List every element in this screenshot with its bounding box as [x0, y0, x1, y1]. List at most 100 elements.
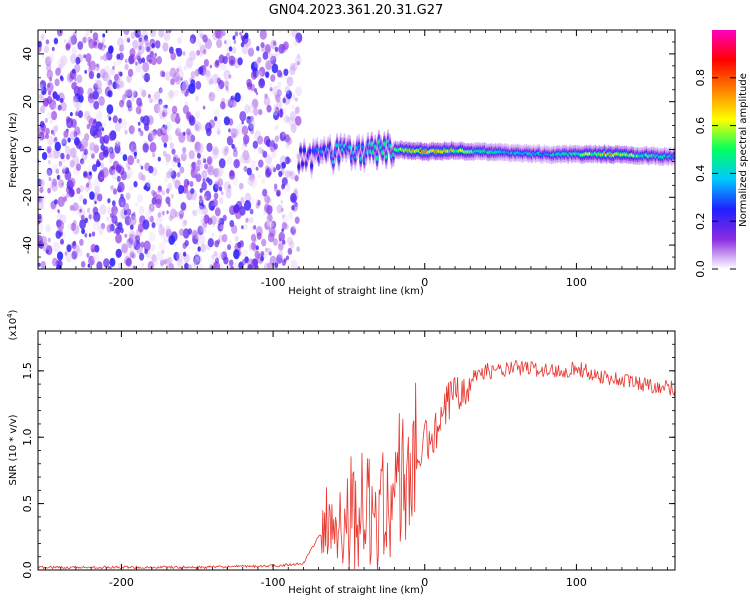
noise-blob	[84, 233, 88, 238]
noise-blob	[126, 89, 132, 97]
noise-blob	[271, 63, 279, 74]
noise-blob	[265, 71, 270, 78]
noise-blob	[46, 145, 52, 154]
noise-blob	[243, 134, 250, 145]
noise-blob	[125, 192, 131, 200]
noise-blob	[92, 220, 100, 231]
noise-blob	[42, 54, 45, 59]
noise-blob	[127, 166, 131, 170]
noise-blob	[191, 210, 195, 215]
noise-blob	[40, 86, 47, 95]
colorbar-tick-label: 0.4	[694, 165, 707, 183]
noise-blob	[62, 165, 67, 172]
noise-blob	[229, 220, 235, 228]
noise-blob	[203, 69, 208, 76]
noise-blob	[183, 251, 187, 257]
noise-blob	[117, 181, 125, 193]
noise-blob	[149, 30, 157, 38]
noise-blob	[266, 219, 271, 226]
noise-blob	[125, 257, 132, 267]
noise-blob	[137, 121, 141, 126]
noise-blob	[295, 86, 302, 97]
noise-blob	[297, 266, 301, 269]
noise-blob	[41, 152, 48, 160]
noise-blob	[193, 231, 199, 240]
noise-blob	[161, 210, 165, 216]
noise-blob	[195, 173, 202, 183]
noise-blob	[239, 182, 244, 190]
noise-blob	[116, 175, 121, 182]
noise-blob	[83, 54, 86, 59]
noise-blob	[291, 104, 295, 110]
noise-blob	[289, 111, 297, 122]
noise-blob	[106, 216, 109, 221]
noise-blob	[216, 39, 223, 48]
noise-blob	[92, 251, 100, 263]
noise-blob	[257, 173, 262, 179]
noise-blob	[247, 47, 255, 57]
noise-blob	[46, 63, 52, 72]
noise-blob	[158, 98, 163, 106]
noise-blob	[191, 229, 198, 240]
x-tick-label: 100	[566, 576, 587, 589]
noise-blob	[119, 80, 125, 89]
noise-blob	[223, 69, 231, 80]
noise-blob	[257, 135, 264, 145]
colorbar-tick-label: 0.6	[694, 117, 707, 135]
noise-blob	[107, 146, 113, 154]
noise-blob	[50, 119, 53, 124]
noise-blob	[231, 46, 237, 54]
noise-blob	[59, 198, 65, 207]
noise-blob	[205, 70, 212, 80]
noise-blob	[115, 248, 122, 258]
noise-blob	[248, 104, 255, 114]
noise-blob	[214, 119, 222, 130]
noise-blob	[282, 108, 286, 114]
noise-blob	[69, 160, 75, 168]
noise-blob	[133, 90, 138, 98]
noise-blob	[81, 214, 85, 220]
noise-blob	[160, 259, 165, 267]
noise-blob	[45, 133, 49, 139]
noise-blob	[139, 252, 145, 261]
noise-blob	[51, 126, 56, 132]
noise-blob	[161, 132, 169, 144]
noise-blob	[252, 140, 259, 149]
noise-blob	[241, 143, 246, 151]
noise-blob	[109, 185, 115, 193]
noise-blob	[88, 213, 94, 221]
noise-blob	[173, 251, 180, 261]
noise-blob	[287, 247, 293, 255]
noise-blob	[241, 225, 244, 230]
noise-blob	[45, 56, 52, 67]
noise-blob	[45, 39, 50, 45]
noise-blob	[108, 45, 114, 54]
noise-blob	[102, 71, 109, 82]
noise-blob	[286, 116, 291, 122]
y-tick-label: 20	[21, 95, 34, 109]
noise-blob	[104, 65, 110, 74]
x-tick-label: -100	[261, 276, 286, 289]
noise-blob	[152, 152, 156, 158]
noise-blob	[98, 225, 104, 234]
noise-blob	[109, 213, 114, 219]
snr-x-ticks: -200 -100 0 100	[45, 331, 668, 589]
noise-blob	[71, 250, 78, 260]
noise-blob	[168, 167, 174, 177]
noise-blob	[117, 76, 123, 84]
noise-blob	[214, 181, 220, 190]
noise-blob	[197, 225, 203, 235]
noise-blob	[272, 40, 277, 46]
noise-blob	[48, 177, 52, 182]
noise-blob	[123, 30, 130, 35]
noise-blob	[75, 56, 81, 65]
noise-blob	[204, 71, 212, 82]
noise-blob	[72, 155, 80, 166]
noise-blob	[184, 262, 189, 269]
noise-blob	[288, 158, 292, 163]
noise-blob	[158, 229, 165, 239]
noise-blob	[60, 152, 65, 160]
noise-blob	[221, 146, 229, 157]
noise-blob	[128, 125, 135, 135]
y-tick-label: -20	[21, 188, 34, 206]
